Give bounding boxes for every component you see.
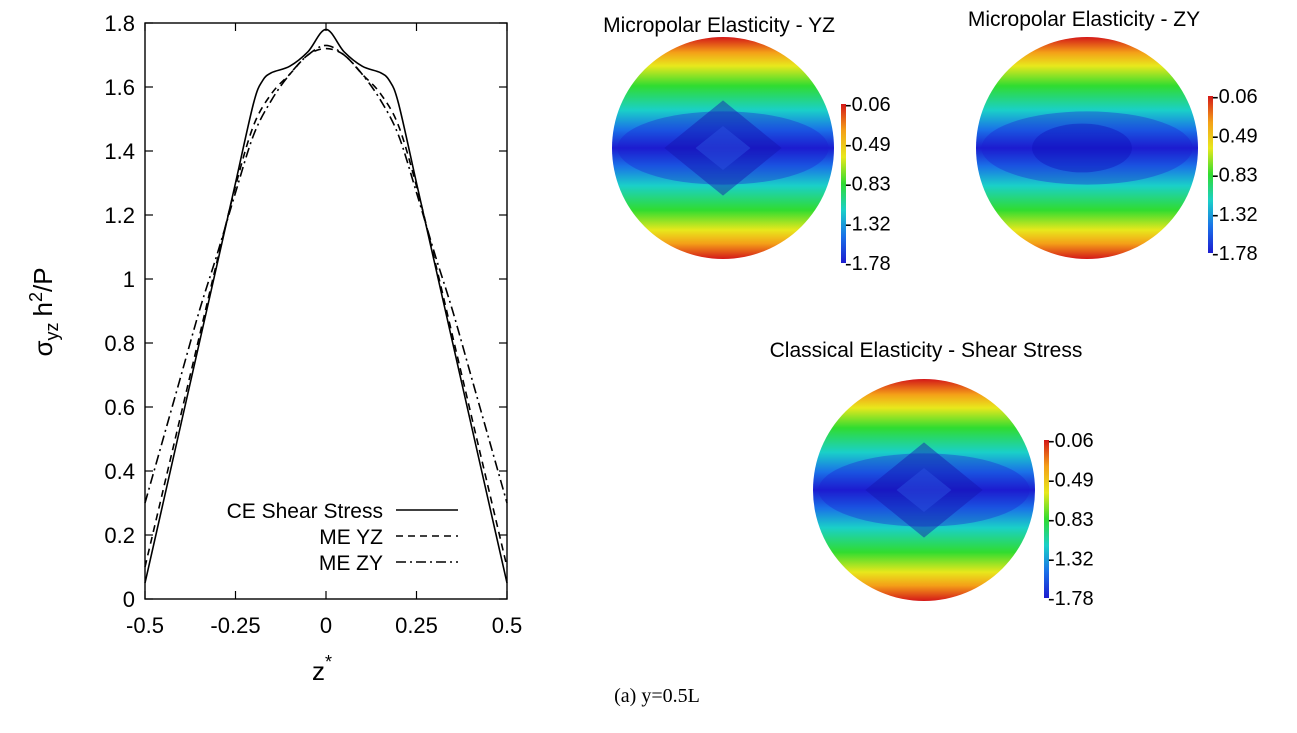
line-chart: 0 0.2 0.4 0.6 0.8 1 1.2 1.4 1.6 1.8 -0.5 -0.25 0 0.2… — [26, 11, 522, 686]
x-tick-label: -0.25 — [210, 613, 260, 638]
heatmap-disc-yz — [612, 37, 834, 259]
heatmap-title-yz: Micropolar Elasticity - YZ — [603, 14, 835, 37]
heatmaps: Micropolar Elasticity - YZ Micropolar El… — [603, 8, 1258, 610]
heatmap-core-inner — [1032, 123, 1132, 173]
x-tick-label: 0 — [320, 613, 332, 638]
heatmap-field — [976, 37, 1198, 259]
y-axis: 0 0.2 0.4 0.6 0.8 1 1.2 1.4 1.6 1.8 — [104, 11, 507, 612]
series-line-solid — [144, 28, 508, 584]
heatmap-core — [981, 111, 1193, 185]
heatmap-title-ce: Classical Elasticity - Shear Stress — [770, 339, 1083, 362]
colorbar-strip — [1044, 440, 1049, 598]
y-tick-label: 0.8 — [104, 331, 135, 356]
colorbar-zy: -0.06 -0.49 -0.83 -1.32 -1.78 — [1208, 86, 1258, 265]
y-tick-label: 0 — [123, 587, 135, 612]
y-tick-label: 1.2 — [104, 203, 135, 228]
y-tick-label: 1 — [123, 267, 135, 292]
x-axis-label: z* — [312, 652, 332, 686]
series-layer — [144, 28, 508, 584]
heatmap-title-zy: Micropolar Elasticity - ZY — [968, 8, 1200, 31]
colorbar-tick-label: -1.78 — [845, 253, 891, 275]
legend-label: ME YZ — [319, 526, 383, 549]
colorbar-tick-label: -0.83 — [845, 174, 891, 196]
colorbar-ce: -0.06 -0.49 -0.83 -1.32 -1.78 — [1044, 430, 1094, 610]
figure-caption: (a) y=0.5L — [614, 685, 700, 707]
heatmap-disc-zy — [976, 37, 1198, 259]
colorbar-tick-label: -0.49 — [1212, 125, 1258, 147]
x-axis: -0.5 -0.25 0 0.25 0.5 — [126, 23, 522, 638]
x-tick-label: 0.5 — [492, 613, 523, 638]
colorbar-tick-label: -1.32 — [1048, 549, 1094, 571]
y-axis-label: σyzh2/P — [26, 267, 62, 356]
colorbar-tick-label: -0.06 — [845, 94, 891, 116]
series-line-dashed — [144, 47, 508, 568]
colorbar-yz: -0.06 -0.49 -0.83 -1.32 -1.78 — [841, 94, 891, 275]
colorbar-tick-label: -1.32 — [845, 213, 891, 235]
heatmap-disc-ce — [813, 379, 1035, 601]
heatmap-diamond-inner — [695, 126, 751, 170]
legend-label: CE Shear Stress — [227, 500, 383, 523]
colorbar-tick-label: -0.49 — [1048, 470, 1094, 492]
colorbar-tick-label: -0.83 — [1048, 509, 1094, 531]
x-tick-label: -0.5 — [126, 613, 164, 638]
x-tick-label: 0.25 — [395, 613, 438, 638]
heatmap-diamond-inner — [896, 468, 952, 512]
legend: CE Shear Stress ME YZ ME ZY — [227, 500, 458, 575]
colorbar-strip — [1208, 96, 1213, 253]
colorbar-strip — [841, 104, 846, 263]
colorbar-tick-label: -0.83 — [1212, 165, 1258, 187]
colorbar-tick-label: -1.78 — [1048, 588, 1094, 610]
colorbar-tick-label: -0.06 — [1048, 430, 1094, 452]
y-tick-label: 0.6 — [104, 395, 135, 420]
colorbar-tick-label: -0.49 — [845, 134, 891, 156]
y-tick-label: 1.6 — [104, 75, 135, 100]
y-tick-label: 1.8 — [104, 11, 135, 36]
y-tick-label: 0.2 — [104, 523, 135, 548]
colorbar-tick-label: -1.78 — [1212, 243, 1258, 265]
colorbar-tick-label: -1.32 — [1212, 204, 1258, 226]
series-line-dash-dot — [144, 44, 508, 504]
y-tick-label: 1.4 — [104, 139, 135, 164]
legend-label: ME ZY — [319, 552, 383, 575]
y-tick-label: 0.4 — [104, 459, 135, 484]
colorbar-tick-label: -0.06 — [1212, 86, 1258, 108]
